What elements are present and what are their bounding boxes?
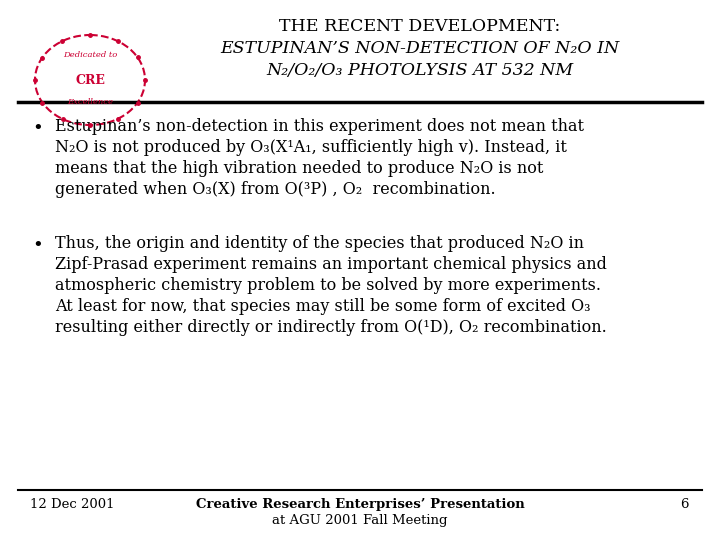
Text: N₂/O₂/O₃ PHOTOLYSIS AT 532 NM: N₂/O₂/O₃ PHOTOLYSIS AT 532 NM	[266, 62, 574, 79]
Text: CRE: CRE	[75, 73, 105, 86]
Text: 6: 6	[680, 498, 688, 511]
Text: Estupinan’s non-detection in this experiment does not mean that: Estupinan’s non-detection in this experi…	[55, 118, 584, 135]
Text: generated when O₃(X) from O(³P) , O₂  recombination.: generated when O₃(X) from O(³P) , O₂ rec…	[55, 181, 495, 198]
Text: means that the high vibration needed to produce N₂O is not: means that the high vibration needed to …	[55, 160, 544, 177]
Text: 12 Dec 2001: 12 Dec 2001	[30, 498, 114, 511]
Text: ESTUPINAN’S NON-DETECTION OF N₂O IN: ESTUPINAN’S NON-DETECTION OF N₂O IN	[220, 40, 620, 57]
Text: THE RECENT DEVELOPMENT:: THE RECENT DEVELOPMENT:	[279, 18, 561, 35]
Text: •: •	[32, 237, 42, 255]
Text: atmospheric chemistry problem to be solved by more experiments.: atmospheric chemistry problem to be solv…	[55, 277, 601, 294]
Text: Excellence: Excellence	[67, 98, 113, 106]
Text: At least for now, that species may still be some form of excited O₃: At least for now, that species may still…	[55, 298, 590, 315]
Text: Creative Research Enterprises’ Presentation: Creative Research Enterprises’ Presentat…	[196, 498, 524, 511]
Text: •: •	[32, 120, 42, 138]
Text: N₂O is not produced by O₃(X¹A₁, sufficiently high v). Instead, it: N₂O is not produced by O₃(X¹A₁, sufficie…	[55, 139, 567, 156]
Text: Dedicated to: Dedicated to	[63, 51, 117, 59]
Text: resulting either directly or indirectly from O(¹D), O₂ recombination.: resulting either directly or indirectly …	[55, 319, 607, 336]
Text: Zipf-Prasad experiment remains an important chemical physics and: Zipf-Prasad experiment remains an import…	[55, 256, 607, 273]
Text: at AGU 2001 Fall Meeting: at AGU 2001 Fall Meeting	[272, 514, 448, 527]
Text: Thus, the origin and identity of the species that produced N₂O in: Thus, the origin and identity of the spe…	[55, 235, 584, 252]
